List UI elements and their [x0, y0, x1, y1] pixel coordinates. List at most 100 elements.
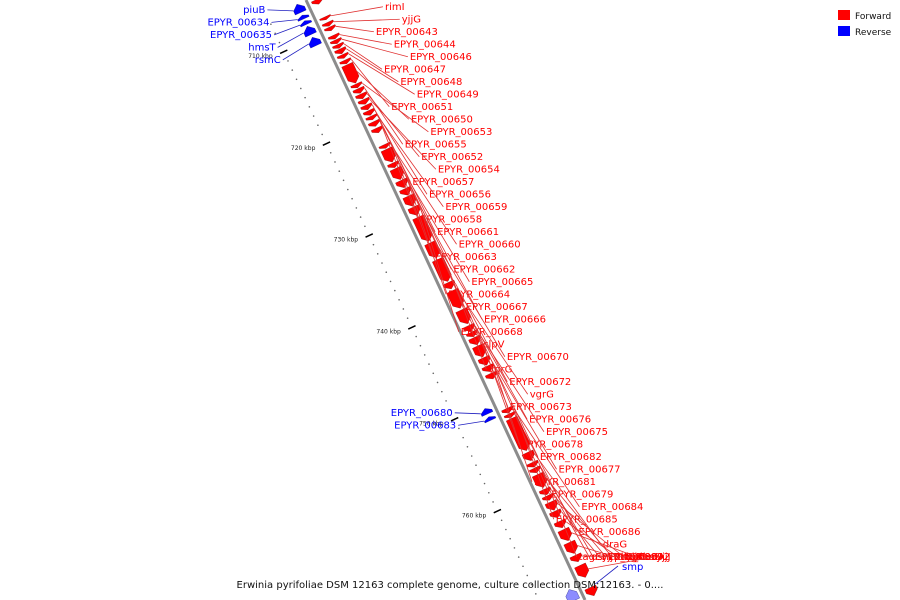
tick-label: 760 kbp — [462, 512, 487, 519]
gene-leader-line — [415, 198, 483, 320]
minor-tick — [441, 390, 443, 393]
minor-tick — [517, 556, 520, 558]
gene-label-reverse: piuB — [243, 5, 265, 16]
minor-tick — [483, 482, 486, 485]
gene-leader-line — [267, 9, 294, 12]
tick-mark — [493, 508, 502, 514]
legend-reverse-label: Reverse — [855, 28, 892, 38]
minor-tick — [342, 179, 345, 182]
gene-label-forward: EPYR_00648 — [400, 77, 462, 88]
gene-label-reverse: EPYR_00634 — [207, 17, 269, 28]
gene-label-forward: yjjV — [602, 552, 620, 563]
gene-leader-line — [588, 556, 655, 570]
gene-label-forward: osmY — [591, 552, 619, 563]
minor-tick — [445, 400, 447, 402]
gene-leader-line — [333, 18, 400, 23]
gene-arrow — [332, 41, 344, 49]
gene-leader-line — [364, 88, 404, 145]
minor-tick — [304, 96, 306, 99]
tick-label: 710 kbp — [248, 53, 273, 60]
gene-leader-line — [343, 43, 383, 70]
minor-tick — [470, 455, 473, 457]
gene-label-forward: EPYR_00646 — [410, 52, 472, 63]
tick-label: 720 kbp — [291, 145, 316, 152]
gene-label-forward: EPYR_00670 — [507, 352, 569, 363]
gene-arrow — [501, 405, 514, 414]
gene-arrow — [341, 62, 360, 84]
gene-leader-line — [390, 143, 457, 245]
gene-leader-line — [447, 267, 487, 370]
gene-label-forward: EPYR_00664 — [448, 289, 510, 300]
gene-leader-line — [282, 43, 310, 61]
gene-label-forward: EPYR_00649 — [417, 89, 479, 100]
minor-tick — [389, 280, 392, 283]
gene-arrow — [303, 26, 317, 38]
gene-arrow — [300, 20, 312, 28]
minor-tick — [436, 381, 439, 384]
gene-leader-line — [379, 121, 419, 220]
gene-label-forward: deoC — [620, 552, 646, 563]
gene-leader-line — [571, 532, 638, 558]
gene-leader-line — [362, 82, 429, 133]
map-caption: Erwinia pyrifoliae DSM 12163 complete ge… — [237, 580, 664, 591]
gene-leader-line — [594, 565, 619, 585]
gene-arrow — [538, 486, 552, 495]
gene-arrow — [324, 24, 336, 32]
minor-tick — [458, 427, 460, 430]
gene-label-forward: EPYR_00686 — [579, 527, 641, 538]
gene-arrow — [311, 0, 323, 5]
gene-leader-line — [341, 38, 408, 58]
minor-tick — [423, 354, 426, 356]
minor-tick — [475, 464, 477, 466]
minor-tick — [466, 446, 469, 448]
gene-label-forward: EPYR_00684 — [581, 502, 643, 513]
minor-tick — [321, 133, 323, 136]
gene-leader-line — [561, 511, 601, 558]
minor-tick — [376, 253, 379, 255]
gene-label-forward: EPYR_00644 — [394, 39, 456, 50]
gene-leader-line — [493, 366, 533, 482]
gene-leader-line — [277, 32, 304, 48]
minor-tick — [398, 298, 400, 301]
minor-tick — [274, 32, 276, 35]
gene-leader-line — [348, 53, 415, 95]
minor-tick — [372, 243, 375, 246]
gene-leader-line — [403, 171, 470, 282]
gene-arrow — [360, 102, 373, 110]
gene-label-forward: EPYR_00666 — [484, 314, 546, 325]
minor-tick — [428, 363, 430, 365]
gene-label-forward: EPYR_00679 — [551, 489, 613, 500]
gene-arrow — [334, 46, 347, 54]
gene-label-forward: EPYR_00657 — [412, 177, 474, 188]
minor-tick — [535, 593, 537, 595]
gene-label-forward: EPYR_00662 — [453, 264, 515, 275]
minor-tick — [492, 501, 494, 503]
gene-arrow — [365, 113, 378, 121]
gene-leader-line — [582, 555, 635, 558]
tick-mark — [450, 416, 459, 422]
minor-tick — [385, 271, 388, 274]
gene-leader-line — [477, 331, 545, 432]
minor-tick — [513, 547, 516, 549]
gene-leader-line — [454, 412, 481, 415]
gene-leader-line — [458, 420, 485, 426]
gene-label-forward: EPYR_00647 — [384, 64, 446, 75]
gene-arrow — [432, 256, 452, 282]
gene-label-reverse: EPYR_00683 — [394, 420, 456, 431]
minor-tick — [462, 436, 464, 439]
gene-leader-line — [330, 6, 384, 17]
minor-tick — [312, 115, 315, 117]
gene-leader-line — [538, 462, 577, 557]
gene-leader-line — [490, 358, 557, 470]
gene-label-reverse: smp — [622, 562, 643, 573]
minor-tick — [300, 87, 302, 90]
minor-tick — [329, 151, 332, 154]
gene-leader-line — [553, 495, 607, 558]
minor-tick — [488, 491, 490, 494]
tick-mark — [322, 141, 331, 146]
gene-arrow — [368, 118, 381, 127]
gene-label-forward: EPYR_00675 — [546, 427, 608, 438]
minor-tick — [479, 473, 482, 476]
gene-label-forward: EPYR_00656 — [429, 189, 491, 200]
